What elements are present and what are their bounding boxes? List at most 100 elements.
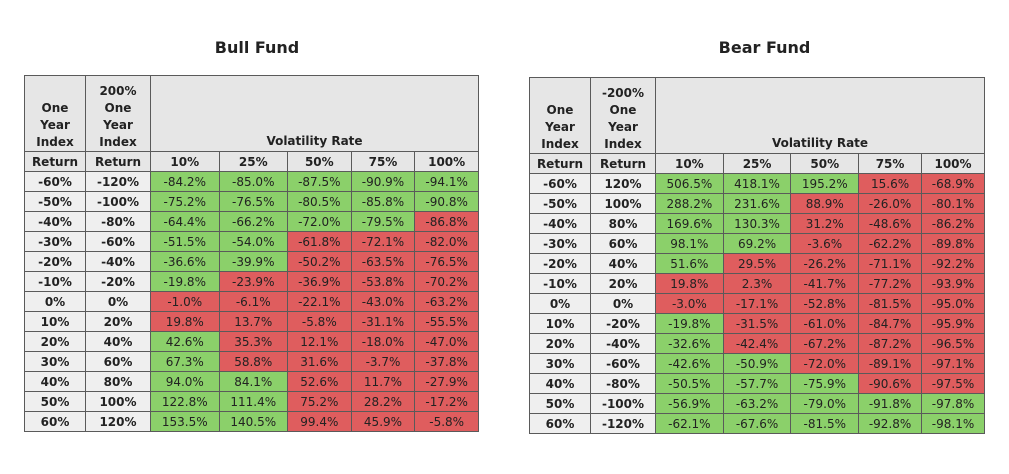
index-return-cell: 20% bbox=[24, 331, 86, 352]
fund-return-cell: -36.6% bbox=[150, 251, 220, 272]
fund-return-cell: -84.2% bbox=[150, 171, 220, 192]
leveraged-return-cell: -100% bbox=[85, 191, 151, 212]
index-return-cell: -50% bbox=[24, 191, 86, 212]
leveraged-header: 200% One Year Index bbox=[85, 75, 151, 152]
fund-return-cell: 231.6% bbox=[722, 193, 792, 214]
fund-return-cell: -6.1% bbox=[218, 291, 288, 312]
index-return-cell: 40% bbox=[529, 373, 591, 394]
volatility-col-header: 25% bbox=[722, 153, 792, 174]
fund-return-cell: -70.2% bbox=[414, 271, 479, 292]
fund-return-cell: -51.5% bbox=[150, 231, 220, 252]
fund-return-cell: -32.6% bbox=[655, 333, 724, 354]
fund-return-cell: -3.0% bbox=[655, 293, 724, 314]
fund-return-cell: -26.0% bbox=[858, 193, 923, 214]
fund-return-cell: -95.9% bbox=[921, 313, 985, 334]
return-label: Return bbox=[24, 151, 86, 172]
fund-return-cell: -19.8% bbox=[655, 313, 724, 334]
index-return-cell: 20% bbox=[529, 333, 591, 354]
leveraged-return-cell: 0% bbox=[590, 293, 656, 314]
leveraged-return-cell: -40% bbox=[590, 333, 656, 354]
fund-return-cell: -67.2% bbox=[790, 333, 860, 354]
index-return-cell: 0% bbox=[24, 291, 86, 312]
fund-return-cell: 122.8% bbox=[150, 391, 220, 412]
fund-return-cell: 99.4% bbox=[287, 411, 352, 432]
table-row: -50% -100% -75.2% -76.5% -80.5% -85.8% -90.8% bbox=[24, 191, 479, 212]
table-row: 30% 60% 67.3% 58.8% 31.6% -3.7% -37.8% bbox=[24, 351, 479, 372]
volatility-col-header: 10% bbox=[150, 151, 220, 172]
fund-return-cell: -90.9% bbox=[350, 171, 416, 192]
leveraged-return-cell: -20% bbox=[590, 313, 656, 334]
index-return-cell: -30% bbox=[529, 233, 591, 254]
table-row: 50% -100% -56.9% -63.2% -79.0% -91.8% -97.8% bbox=[529, 393, 985, 414]
fund-return-cell: 28.2% bbox=[350, 391, 416, 412]
fund-return-cell: 169.6% bbox=[655, 213, 724, 234]
fund-return-cell: -5.8% bbox=[414, 411, 479, 432]
fund-return-cell: -47.0% bbox=[414, 331, 479, 352]
leveraged-return-cell: 60% bbox=[590, 233, 656, 254]
fund-return-cell: -50.9% bbox=[722, 353, 792, 374]
leveraged-return-cell: -20% bbox=[85, 271, 151, 292]
table-row: 20% 40% 42.6% 35.3% 12.1% -18.0% -47.0% bbox=[24, 331, 479, 352]
leveraged-return-cell: 20% bbox=[590, 273, 656, 294]
table-row: -20% -40% -36.6% -39.9% -50.2% -63.5% -76.5% bbox=[24, 251, 479, 272]
subheader-row: Return Return 10% 25% 50% 75% 100% bbox=[24, 151, 479, 172]
leveraged-return-cell: 40% bbox=[85, 331, 151, 352]
volatility-col-header: 100% bbox=[414, 151, 479, 172]
fund-return-cell: -23.9% bbox=[218, 271, 288, 292]
leveraged-return-cell: -100% bbox=[590, 393, 656, 414]
leveraged-return-cell: 80% bbox=[85, 371, 151, 392]
fund-return-cell: 153.5% bbox=[150, 411, 220, 432]
volatility-rate-header: Volatility Rate bbox=[150, 75, 479, 152]
fund-return-cell: -18.0% bbox=[350, 331, 416, 352]
index-return-cell: -40% bbox=[24, 211, 86, 232]
fund-return-cell: -71.1% bbox=[858, 253, 923, 274]
table-row: -40% -80% -64.4% -66.2% -72.0% -79.5% -86.8% bbox=[24, 211, 479, 232]
leveraged-return-cell: 80% bbox=[590, 213, 656, 234]
table-row: 40% -80% -50.5% -57.7% -75.9% -90.6% -97.5% bbox=[529, 373, 985, 394]
table-row: 0% 0% -1.0% -6.1% -22.1% -43.0% -63.2% bbox=[24, 291, 479, 312]
fund-return-cell: -81.5% bbox=[790, 413, 860, 434]
fund-return-cell: 19.8% bbox=[655, 273, 724, 294]
fund-return-cell: -97.5% bbox=[921, 373, 985, 394]
fund-return-cell: -77.2% bbox=[858, 273, 923, 294]
fund-return-cell: -85.8% bbox=[350, 191, 416, 212]
fund-return-cell: -80.1% bbox=[921, 193, 985, 214]
fund-return-cell: -17.2% bbox=[414, 391, 479, 412]
index-header: One Year Index bbox=[529, 77, 591, 154]
fund-return-cell: -50.2% bbox=[287, 251, 352, 272]
fund-return-cell: -62.1% bbox=[655, 413, 724, 434]
fund-return-cell: -98.1% bbox=[921, 413, 985, 434]
table-row: -60% 120% 506.5% 418.1% 195.2% 15.6% -68.9% bbox=[529, 173, 985, 194]
fund-return-cell: -81.5% bbox=[858, 293, 923, 314]
fund-return-cell: -72.0% bbox=[790, 353, 860, 374]
volatility-col-header: 25% bbox=[218, 151, 288, 172]
fund-return-cell: -61.8% bbox=[287, 231, 352, 252]
index-return-cell: 30% bbox=[24, 351, 86, 372]
index-return-cell: -60% bbox=[529, 173, 591, 194]
fund-return-cell: -91.8% bbox=[858, 393, 923, 414]
fund-return-cell: -31.1% bbox=[350, 311, 416, 332]
fund-return-cell: -3.7% bbox=[350, 351, 416, 372]
volatility-col-header: 75% bbox=[350, 151, 416, 172]
fund-return-cell: 29.5% bbox=[722, 253, 792, 274]
fund-return-cell: -26.2% bbox=[790, 253, 860, 274]
fund-return-cell: 288.2% bbox=[655, 193, 724, 214]
fund-return-cell: -42.6% bbox=[655, 353, 724, 374]
subheader-row: Return Return 10% 25% 50% 75% 100% bbox=[529, 153, 985, 174]
leveraged-return-cell: -40% bbox=[85, 251, 151, 272]
table-row: -50% 100% 288.2% 231.6% 88.9% -26.0% -80.1% bbox=[529, 193, 985, 214]
leveraged-return-cell: -80% bbox=[85, 211, 151, 232]
fund-return-cell: -95.0% bbox=[921, 293, 985, 314]
fund-return-cell: -37.8% bbox=[414, 351, 479, 372]
fund-return-cell: -48.6% bbox=[858, 213, 923, 234]
fund-return-cell: 98.1% bbox=[655, 233, 724, 254]
fund-return-cell: -92.2% bbox=[921, 253, 985, 274]
fund-return-cell: -90.6% bbox=[858, 373, 923, 394]
fund-return-cell: -80.5% bbox=[287, 191, 352, 212]
volatility-col-header: 50% bbox=[287, 151, 352, 172]
fund-return-cell: -27.9% bbox=[414, 371, 479, 392]
fund-return-cell: -86.8% bbox=[414, 211, 479, 232]
return-label: Return bbox=[85, 151, 151, 172]
fund-return-cell: -72.1% bbox=[350, 231, 416, 252]
fund-return-cell: -79.0% bbox=[790, 393, 860, 414]
